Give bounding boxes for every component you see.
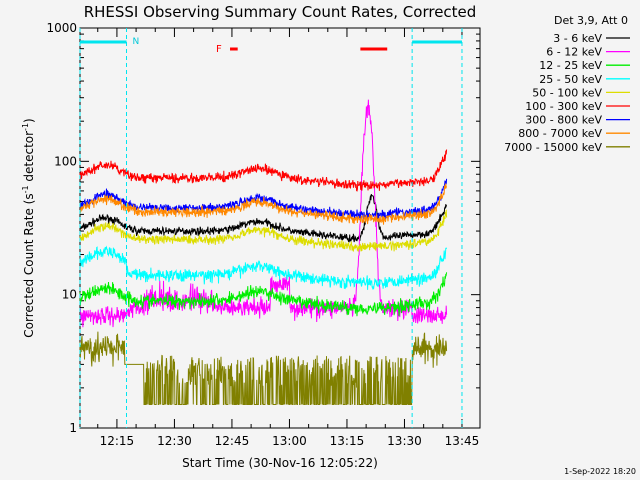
x-tick-label: 13:00	[272, 434, 307, 448]
y-label-part: Corrected Count Rate (s	[22, 193, 36, 337]
legend-label: 100 - 300 keV	[525, 100, 602, 113]
series-line	[79, 149, 448, 192]
y-label-part: )	[22, 118, 36, 123]
x-tick-label: 13:15	[330, 434, 365, 448]
flare-label: F	[216, 44, 222, 55]
y-tick-label: 1000	[46, 21, 77, 35]
y-tick-label: 1	[69, 421, 77, 435]
legend-label: 6 - 12 keV	[546, 46, 602, 59]
legend-label: 25 - 50 keV	[539, 73, 602, 86]
legend-label: 800 - 7000 keV	[518, 127, 602, 140]
series-line	[79, 272, 448, 317]
x-axis-label: Start Time (30-Nov-16 12:05:22)	[182, 456, 378, 470]
y-label-sup: -1	[21, 185, 30, 193]
x-tick-label: 12:45	[215, 434, 250, 448]
x-tick-label: 12:15	[100, 434, 135, 448]
chart-title: RHESSI Observing Summary Count Rates, Co…	[84, 3, 477, 21]
legend-label: 3 - 6 keV	[553, 32, 602, 45]
series-line	[79, 331, 448, 405]
legend-label: 300 - 800 keV	[525, 114, 602, 127]
legend-title: Det 3,9, Att 0	[554, 14, 628, 27]
night-label: N	[133, 37, 140, 47]
y-tick-label: 10	[62, 288, 77, 302]
y-tick-label: 100	[54, 154, 77, 168]
legend-label: 7000 - 15000 keV	[504, 141, 602, 154]
plot-area: 1 10 100 1000 12:15 12:30 12:45 13:00 13:15 13:30…	[46, 21, 481, 448]
series-line	[79, 194, 448, 243]
y-axis-label: Corrected Count Rate (s-1 detector-1)	[21, 118, 36, 337]
legend-label: 12 - 25 keV	[539, 59, 602, 72]
x-tick-label: 13:45	[445, 434, 480, 448]
series-line	[79, 209, 448, 252]
series-line	[79, 183, 448, 225]
series-line	[79, 245, 448, 290]
x-tick-label: 13:30	[387, 434, 422, 448]
x-tick-label: 12:30	[157, 434, 192, 448]
legend-label: 50 - 100 keV	[532, 86, 602, 99]
y-label-sup: -1	[21, 123, 30, 131]
timestamp: 1-Sep-2022 18:20	[564, 467, 636, 476]
y-label-part: detector	[22, 131, 36, 186]
